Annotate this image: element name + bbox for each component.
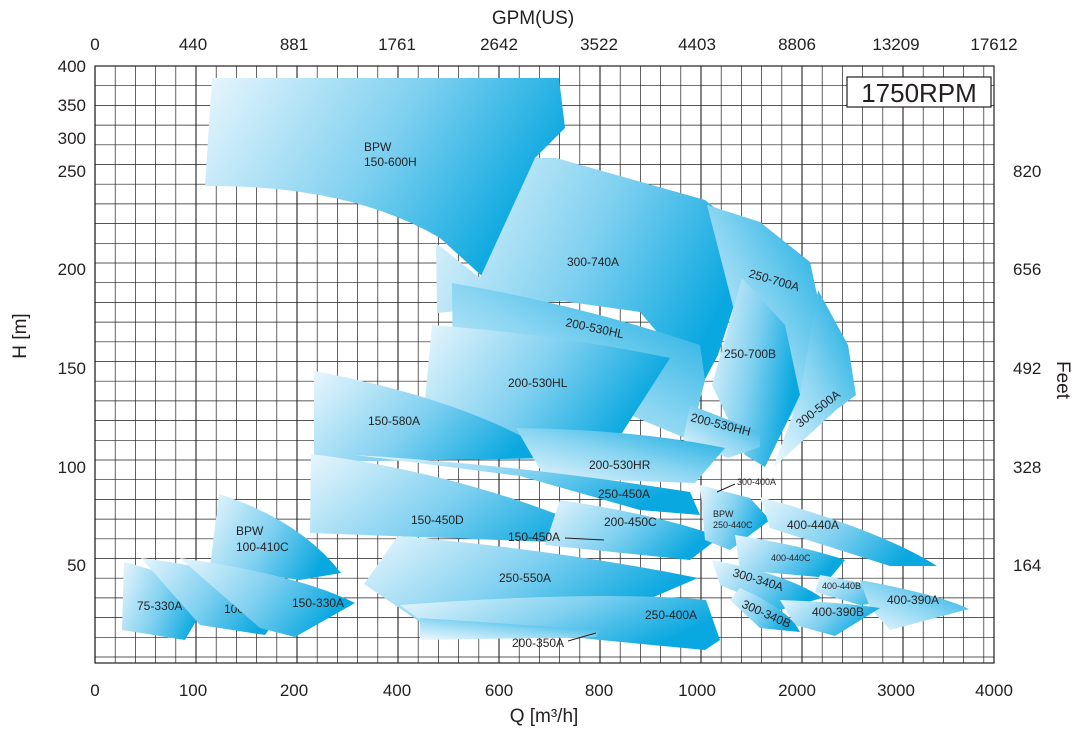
region-bpw-150-600h: BPW 150-600H xyxy=(205,78,565,277)
label-250-400a: 250-400A xyxy=(645,608,697,622)
label-250-550a: 250-550A xyxy=(499,571,551,585)
rpm-label: 1750RPM xyxy=(861,78,977,108)
x2-tick-label: 440 xyxy=(179,35,207,54)
x-tick-label: 4000 xyxy=(975,681,1013,700)
x2-tick-label: 1761 xyxy=(378,35,416,54)
label-150-580a: 150-580A xyxy=(368,414,420,428)
label-75-330a: 75-330A xyxy=(137,599,182,613)
label-200-450c: 200-450C xyxy=(604,515,657,529)
y-tick-label: 200 xyxy=(58,260,86,279)
x2-tick-label: 8806 xyxy=(778,35,816,54)
label-bpw-100-410c-bottom: 100-410C xyxy=(236,540,289,554)
x2-tick-labels: 0 440 881 1761 2642 3522 4403 8806 13209 17612 xyxy=(90,35,1017,54)
region-bpw-100-410c: BPW 100-410C xyxy=(210,494,341,580)
leader-lines xyxy=(564,483,736,642)
region-bpw-250-440c: BPW 250-440C xyxy=(700,485,770,550)
label-150-450a: 150-450A xyxy=(508,530,560,544)
label-bpw-250-440c-top: BPW xyxy=(713,509,734,519)
y-tick-label: 350 xyxy=(58,96,86,115)
y-tick-labels: 50 100 150 200 250 300 350 400 xyxy=(58,57,86,575)
x2-tick-label: 17612 xyxy=(970,35,1017,54)
region-200-350a: 200-350A xyxy=(420,618,600,650)
x-tick-label: 400 xyxy=(383,681,411,700)
region-250-400a: 250-400A xyxy=(400,596,720,650)
x-tick-labels: 0 100 200 400 600 800 1000 2000 3000 4000 xyxy=(90,681,1013,700)
y-tick-label: 150 xyxy=(58,359,86,378)
y2-tick-label: 492 xyxy=(1013,359,1041,378)
label-200-350a: 200-350A xyxy=(512,636,564,650)
y-tick-label: 300 xyxy=(58,129,86,148)
x-tick-label: 200 xyxy=(280,681,308,700)
x-tick-label: 600 xyxy=(485,681,513,700)
y2-tick-label: 164 xyxy=(1013,556,1041,575)
region-150-450d: 150-450D xyxy=(310,454,630,545)
leader-200-350a xyxy=(567,632,597,642)
region-400-390a: 400-390A xyxy=(860,580,969,630)
y-tick-label: 250 xyxy=(58,162,86,181)
x2-tick-label: 13209 xyxy=(872,35,919,54)
region-400-440c: 400-440C xyxy=(735,535,845,578)
label-200-530hl-lower: 200-530HL xyxy=(508,376,568,390)
y2-tick-labels: 164 328 492 656 820 xyxy=(1013,162,1041,575)
label-250-700b: 250-700B xyxy=(724,347,776,361)
rpm-badge xyxy=(846,76,992,108)
region-200-530hr: 200-530HR xyxy=(516,428,725,483)
y-tick-label: 400 xyxy=(58,57,86,76)
label-400-390b: 400-390B xyxy=(812,605,864,619)
y-axis-title: H [m] xyxy=(10,313,31,358)
x-tick-label: 1000 xyxy=(678,681,716,700)
leader-150-450a xyxy=(564,537,605,541)
y-tick-label: 50 xyxy=(67,556,86,575)
x-axis-title: Q [m³/h] xyxy=(510,706,579,727)
region-200-450c: 200-450C xyxy=(545,500,720,560)
label-200-530hr: 200-530HR xyxy=(589,458,651,472)
x2-tick-label: 2642 xyxy=(480,35,518,54)
label-300-740a: 300-740A xyxy=(567,255,619,269)
region-150-580a: 150-580A xyxy=(314,371,560,462)
region-300-740a: 300-740A xyxy=(436,158,755,385)
label-150-330a: 150-330A xyxy=(292,596,344,610)
x2-tick-label: 0 xyxy=(90,35,99,54)
label-300-400a: 300-400A xyxy=(737,477,776,487)
region-300-500a: 300-500A xyxy=(773,290,856,468)
y-tick-label: 100 xyxy=(58,458,86,477)
region-400-390b: 400-390B xyxy=(780,600,880,636)
label-250-450a: 250-450A xyxy=(598,487,650,501)
label-400-440c: 400-440C xyxy=(771,553,811,563)
label-400-390a: 400-390A xyxy=(887,593,939,607)
region-150-330a: 150-330A xyxy=(180,558,355,637)
label-bpw-150-600h-top: BPW xyxy=(364,140,392,154)
x-tick-label: 0 xyxy=(90,681,99,700)
label-400-440b: 400-440B xyxy=(822,581,861,591)
label-bpw-250-440c-bottom: 250-440C xyxy=(713,520,753,530)
y2-tick-label: 328 xyxy=(1013,458,1041,477)
x-tick-label: 2000 xyxy=(778,681,816,700)
leader-300-400a xyxy=(716,483,736,493)
region-250-700b: 250-700B xyxy=(712,278,800,467)
label-400-440a: 400-440A xyxy=(787,518,839,532)
x-tick-label: 800 xyxy=(585,681,613,700)
x-tick-label: 3000 xyxy=(877,681,915,700)
y2-tick-label: 820 xyxy=(1013,162,1041,181)
region-250-450a: 250-450A xyxy=(355,455,700,515)
x-tick-label: 100 xyxy=(179,681,207,700)
x2-tick-label: 3522 xyxy=(580,35,618,54)
y2-axis-title: Feet xyxy=(1052,361,1073,400)
label-bpw-150-600h-bottom: 150-600H xyxy=(364,155,417,169)
x2-tick-label: 4403 xyxy=(678,35,716,54)
label-bpw-100-410c-top: BPW xyxy=(236,524,264,538)
y2-tick-label: 656 xyxy=(1013,260,1041,279)
region-200-530hl-lower: 200-530HL xyxy=(422,325,670,447)
region-400-440a: 400-440A xyxy=(760,497,937,566)
x2-axis-title: GPM(US) xyxy=(492,8,574,29)
x2-tick-label: 881 xyxy=(280,35,308,54)
region-75-330a: 75-330A xyxy=(122,562,210,640)
label-150-450d: 150-450D xyxy=(411,513,464,527)
